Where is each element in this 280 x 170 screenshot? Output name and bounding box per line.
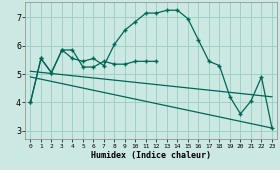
X-axis label: Humidex (Indice chaleur): Humidex (Indice chaleur) (91, 151, 211, 160)
